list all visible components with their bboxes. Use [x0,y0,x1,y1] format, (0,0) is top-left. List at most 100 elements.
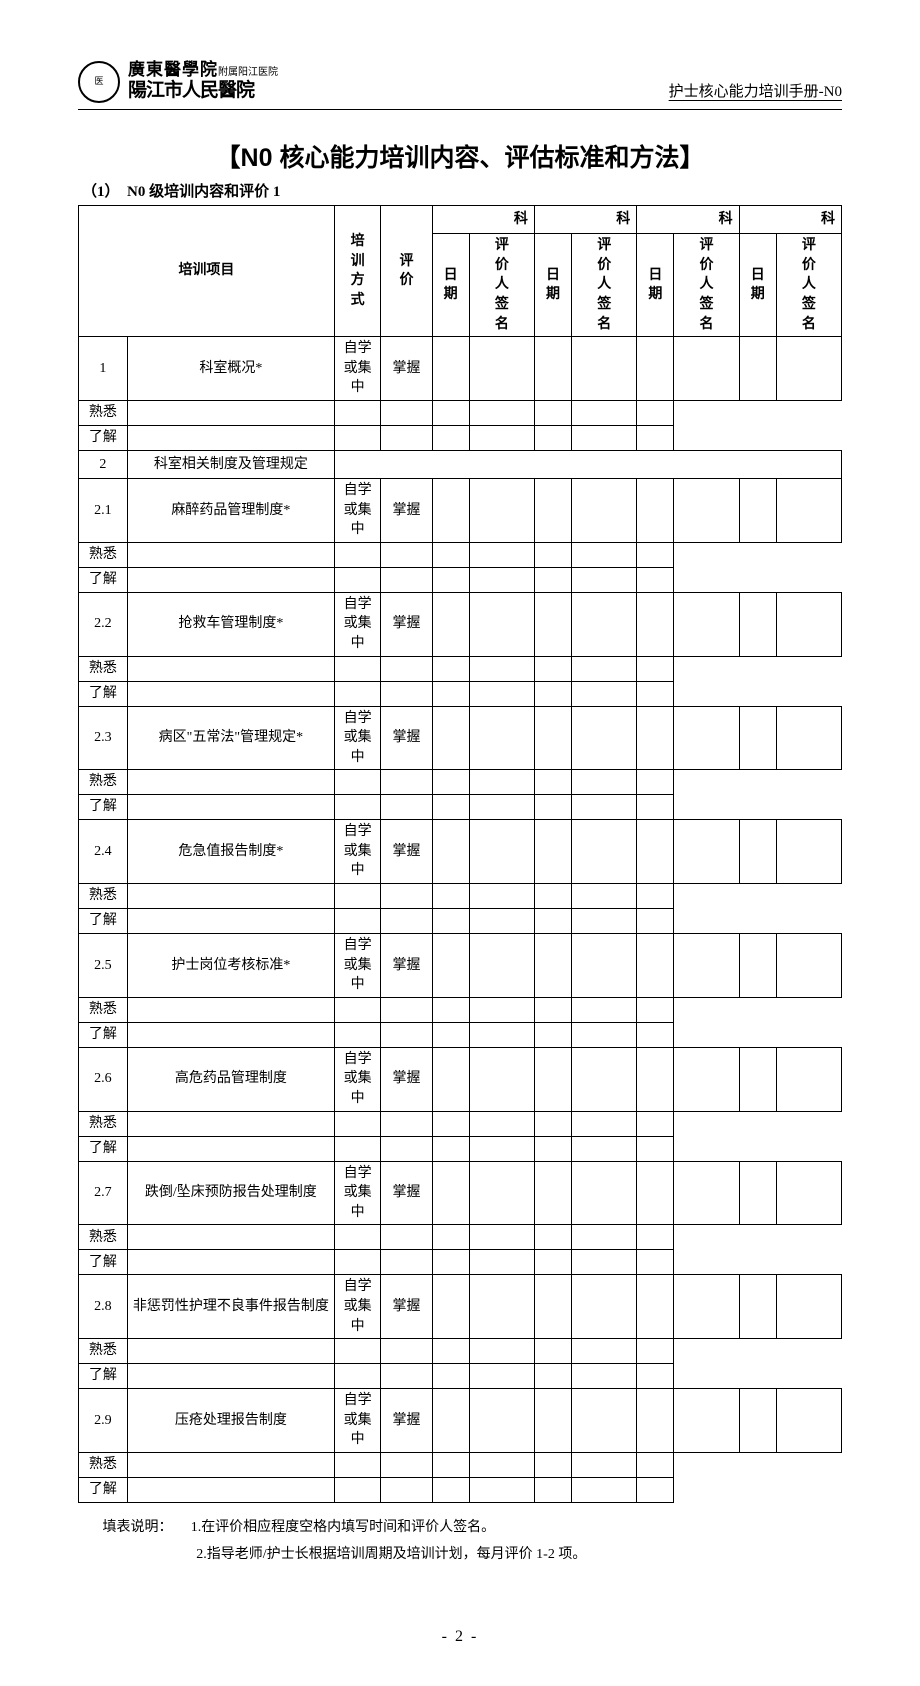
signer-cell[interactable] [432,1364,469,1389]
signer-cell[interactable] [776,1389,841,1453]
signer-cell[interactable] [674,1389,739,1453]
date-cell[interactable] [534,820,571,884]
signer-cell[interactable] [637,909,674,934]
date-cell[interactable] [381,1250,432,1275]
date-cell[interactable] [469,656,534,681]
signer-cell[interactable] [674,1161,739,1225]
signer-cell[interactable] [469,1047,534,1111]
signer-cell[interactable] [432,1022,469,1047]
signer-cell[interactable] [432,400,469,425]
date-cell[interactable] [127,567,334,592]
date-cell[interactable] [127,1477,334,1502]
date-cell[interactable] [572,1339,637,1364]
date-cell[interactable] [469,1339,534,1364]
signer-cell[interactable] [572,337,637,401]
signer-cell[interactable] [334,795,381,820]
date-cell[interactable] [127,795,334,820]
date-cell[interactable] [469,1452,534,1477]
signer-cell[interactable] [572,934,637,998]
signer-cell[interactable] [776,1275,841,1339]
date-cell[interactable] [432,820,469,884]
signer-cell[interactable] [637,1477,674,1502]
date-cell[interactable] [534,1161,571,1225]
date-cell[interactable] [572,1452,637,1477]
date-cell[interactable] [637,1389,674,1453]
date-cell[interactable] [572,770,637,795]
date-cell[interactable] [534,1047,571,1111]
signer-cell[interactable] [776,820,841,884]
date-cell[interactable] [381,567,432,592]
signer-cell[interactable] [334,425,381,450]
signer-cell[interactable] [637,1339,674,1364]
signer-cell[interactable] [534,567,571,592]
date-cell[interactable] [432,1161,469,1225]
signer-cell[interactable] [432,795,469,820]
date-cell[interactable] [572,542,637,567]
date-cell[interactable] [637,592,674,656]
date-cell[interactable] [381,795,432,820]
date-cell[interactable] [572,400,637,425]
signer-cell[interactable] [432,1250,469,1275]
signer-cell[interactable] [334,542,381,567]
date-cell[interactable] [739,1275,776,1339]
signer-cell[interactable] [432,1477,469,1502]
date-cell[interactable] [127,1452,334,1477]
date-cell[interactable] [469,567,534,592]
signer-cell[interactable] [637,1136,674,1161]
date-cell[interactable] [469,542,534,567]
date-cell[interactable] [469,795,534,820]
signer-cell[interactable] [334,1250,381,1275]
signer-cell[interactable] [534,770,571,795]
signer-cell[interactable] [334,770,381,795]
signer-cell[interactable] [534,997,571,1022]
date-cell[interactable] [127,1225,334,1250]
date-cell[interactable] [127,909,334,934]
signer-cell[interactable] [469,820,534,884]
signer-cell[interactable] [572,820,637,884]
signer-cell[interactable] [334,909,381,934]
date-cell[interactable] [127,656,334,681]
date-cell[interactable] [381,681,432,706]
date-cell[interactable] [432,592,469,656]
signer-cell[interactable] [534,425,571,450]
signer-cell[interactable] [469,592,534,656]
signer-cell[interactable] [432,656,469,681]
date-cell[interactable] [127,542,334,567]
signer-cell[interactable] [432,425,469,450]
signer-cell[interactable] [432,997,469,1022]
date-cell[interactable] [534,934,571,998]
date-cell[interactable] [127,884,334,909]
signer-cell[interactable] [432,681,469,706]
date-cell[interactable] [739,706,776,770]
date-cell[interactable] [572,884,637,909]
signer-cell[interactable] [432,542,469,567]
signer-cell[interactable] [334,997,381,1022]
signer-cell[interactable] [674,706,739,770]
signer-cell[interactable] [674,1275,739,1339]
signer-cell[interactable] [432,1136,469,1161]
signer-cell[interactable] [572,1161,637,1225]
date-cell[interactable] [469,681,534,706]
signer-cell[interactable] [432,884,469,909]
signer-cell[interactable] [432,1452,469,1477]
signer-cell[interactable] [432,1225,469,1250]
signer-cell[interactable] [534,1225,571,1250]
signer-cell[interactable] [534,681,571,706]
date-cell[interactable] [127,1136,334,1161]
signer-cell[interactable] [534,400,571,425]
signer-cell[interactable] [334,1225,381,1250]
date-cell[interactable] [572,997,637,1022]
date-cell[interactable] [127,1111,334,1136]
signer-cell[interactable] [334,1022,381,1047]
date-cell[interactable] [381,1111,432,1136]
signer-cell[interactable] [776,934,841,998]
signer-cell[interactable] [469,706,534,770]
date-cell[interactable] [127,1364,334,1389]
date-cell[interactable] [469,425,534,450]
date-cell[interactable] [381,1339,432,1364]
signer-cell[interactable] [674,337,739,401]
date-cell[interactable] [469,770,534,795]
signer-cell[interactable] [572,1275,637,1339]
date-cell[interactable] [381,909,432,934]
date-cell[interactable] [127,681,334,706]
